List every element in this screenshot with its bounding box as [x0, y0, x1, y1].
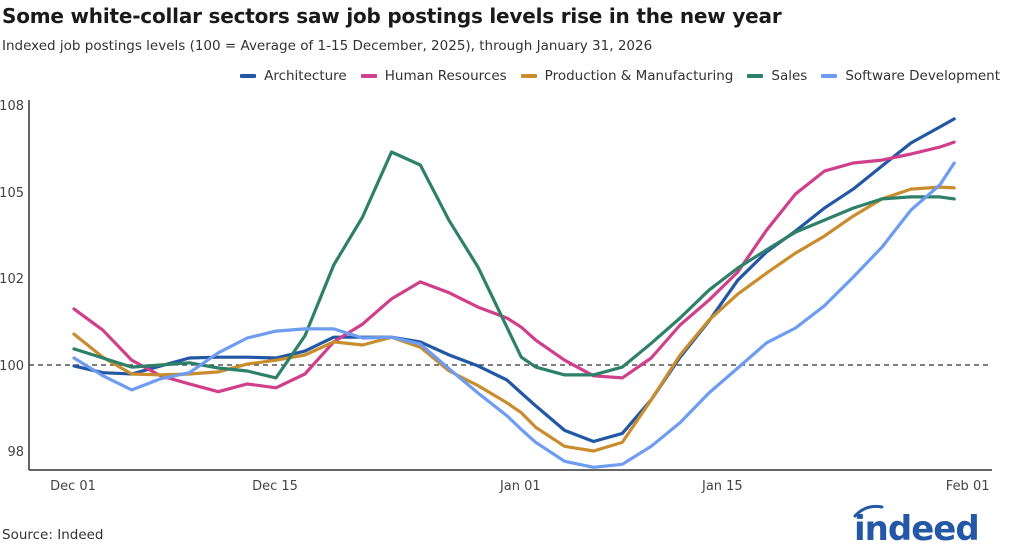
axes: 98 100 102 105 108 Dec 01 Dec 15 Jan 01 Jan 15 Fe…: [0, 99, 992, 494]
legend-item-production-manufacturing: Production & Manufacturing: [520, 68, 734, 84]
y-tick-label: 102: [0, 272, 24, 287]
legend-swatch: [520, 74, 537, 78]
svg-text:indeed: indeed: [854, 509, 979, 546]
legend-label: Architecture: [264, 68, 347, 84]
legend-label: Sales: [771, 68, 808, 84]
series-line-architecture: [72, 117, 956, 444]
legend-swatch: [821, 74, 838, 78]
legend-item-human-resources: Human Resources: [360, 68, 507, 84]
x-tick-label: Feb 01: [946, 479, 990, 494]
legend-label: Production & Manufacturing: [544, 68, 734, 84]
y-tick-label: 105: [0, 186, 24, 201]
series-line-software-development: [72, 161, 956, 469]
series-lines: [72, 117, 956, 469]
y-tick-label: 100: [0, 359, 24, 374]
y-tick-label: 98: [7, 445, 24, 460]
y-tick-label: 108: [0, 99, 24, 114]
legend-label: Software Development: [845, 68, 1000, 84]
x-tick-label: Dec 01: [50, 479, 96, 494]
legend-label: Human Resources: [384, 68, 507, 84]
legend-item-architecture: Architecture: [240, 68, 347, 84]
legend-swatch: [240, 74, 257, 78]
legend-swatch: [360, 74, 377, 78]
legend-swatch: [747, 74, 764, 78]
chart-title: Some white-collar sectors saw job postin…: [2, 4, 782, 28]
x-tick-label: Dec 15: [252, 479, 298, 494]
source-note: Source: Indeed: [2, 527, 104, 543]
legend-item-sales: Sales: [747, 68, 807, 84]
series-line-sales: [72, 150, 956, 380]
legend-item-software-development: Software Development: [821, 68, 1000, 84]
x-tick-label: Jan 01: [499, 479, 541, 494]
series-line-production-manufacturing: [72, 185, 956, 453]
series-line-human-resources: [72, 140, 956, 394]
chart-subtitle: Indexed job postings levels (100 = Avera…: [2, 38, 653, 54]
x-tick-label: Jan 15: [701, 479, 743, 494]
legend: Architecture Human Resources Production …: [240, 68, 1000, 84]
indeed-logo: indeed: [853, 504, 980, 546]
